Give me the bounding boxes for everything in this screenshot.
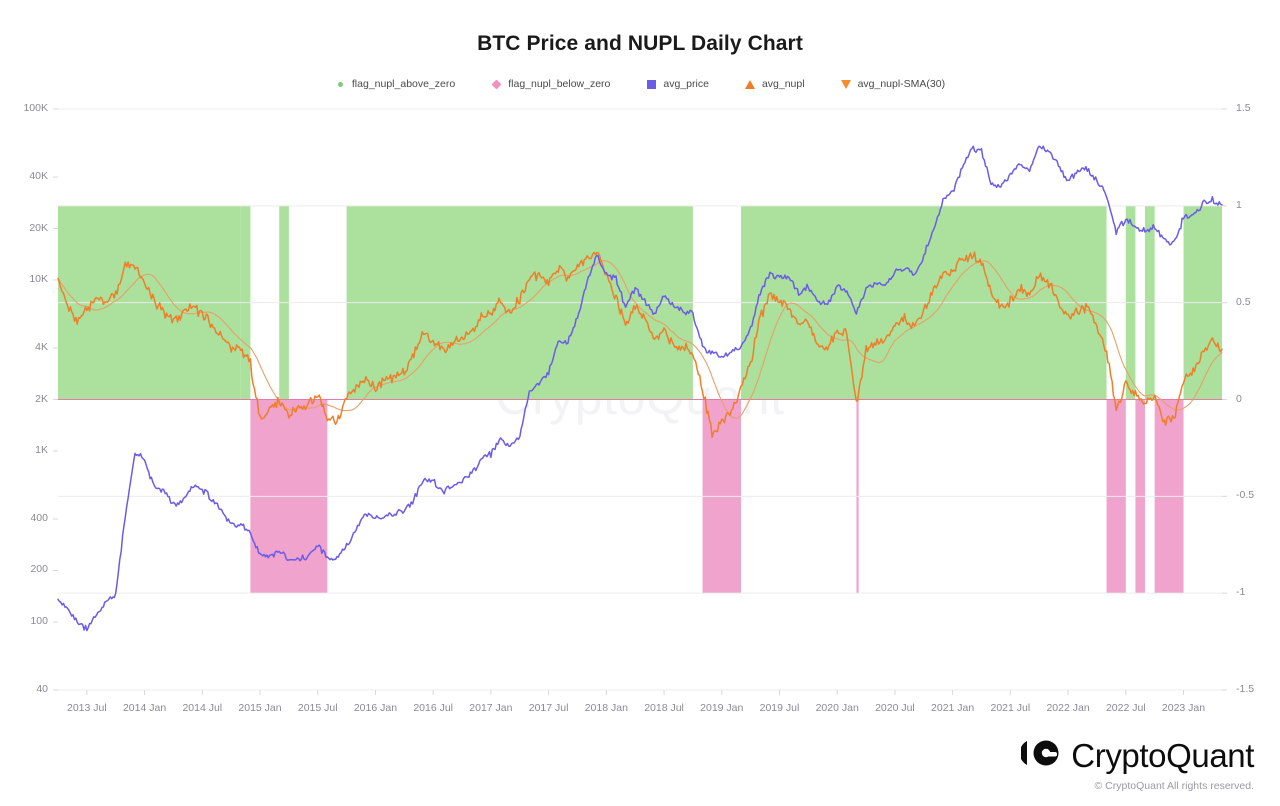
- legend-label: avg_nupl-SMA(30): [857, 78, 946, 90]
- page-title: BTC Price and NUPL Daily Chart: [477, 32, 803, 55]
- x-axis-tick: 2014 Jul: [182, 702, 223, 714]
- legend-item-flag_nupl_above_zero[interactable]: flag_nupl_above_zero: [335, 78, 455, 90]
- legend-item-avg_nupl[interactable]: avg_nupl: [744, 78, 805, 90]
- x-axis-tick: 2023 Jan: [1161, 702, 1206, 714]
- x-axis-tick: 2017 Jan: [469, 702, 513, 714]
- line-avg-nupl-sma: [57, 260, 1223, 419]
- legend-label: avg_nupl: [761, 78, 805, 90]
- y-axis-left-tick: 400: [30, 512, 48, 524]
- y-axis-left-tick: 200: [30, 563, 48, 576]
- legend-label: flag_nupl_below_zero: [508, 78, 611, 90]
- x-axis-tick: 2019 Jul: [759, 702, 800, 714]
- y-axis-right-tick: -1.5: [1236, 683, 1255, 695]
- x-axis-tick: 2020 Jan: [815, 702, 859, 714]
- square-icon: [646, 79, 657, 90]
- y-axis-left-tick: 4K: [35, 341, 48, 354]
- triangle-up-icon: [744, 79, 756, 90]
- cryptoquant-logo-icon: [1019, 736, 1061, 775]
- x-axis-tick: 2022 Jul: [1105, 702, 1146, 714]
- y-axis-right-tick: -1: [1236, 586, 1246, 599]
- x-axis-tick: 2020 Jul: [875, 702, 915, 714]
- x-axis-tick: 2018 Jan: [584, 702, 628, 714]
- chart-legend: flag_nupl_above_zero flag_nupl_below_zero…: [0, 78, 1280, 90]
- legend-label: flag_nupl_above_zero: [351, 78, 456, 90]
- copyright-text: © CryptoQuant All rights reserved.: [1094, 780, 1254, 792]
- x-axis-tick: 2016 Jul: [413, 702, 454, 714]
- x-axis-tick: 2014 Jan: [122, 702, 167, 714]
- y-axis-left-tick: 40K: [29, 170, 48, 183]
- y-axis-left-tick: 100K: [23, 102, 48, 114]
- line-avg-price: [57, 145, 1223, 632]
- brand-name: CryptoQuant: [1071, 736, 1254, 774]
- y-axis-left-tick: 20K: [29, 221, 48, 234]
- x-axis-tick: 2021 Jul: [990, 702, 1031, 714]
- y-axis-right-tick: 1: [1236, 198, 1242, 211]
- legend-item-avg_price[interactable]: avg_price: [646, 78, 709, 90]
- x-axis-tick: 2013 Jul: [67, 702, 107, 714]
- legend-label: avg_price: [663, 78, 709, 90]
- y-axis-left-tick: 100: [30, 614, 48, 627]
- x-axis-tick: 2015 Jan: [238, 702, 282, 714]
- x-axis-tick: 2016 Jan: [353, 702, 398, 714]
- dot-small-icon: [335, 79, 346, 90]
- triangle-down-icon: [840, 79, 852, 90]
- x-axis-tick: 2015 Jul: [297, 702, 338, 714]
- y-axis-right-tick: -0.5: [1236, 489, 1255, 502]
- line-avg-nupl: [57, 251, 1223, 439]
- y-axis-left-tick: 2K: [35, 392, 48, 405]
- y-axis-right-tick: 0: [1236, 392, 1242, 405]
- x-axis-tick: 2021 Jan: [931, 702, 975, 714]
- legend-item-avg_nupl-SMA(30)[interactable]: avg_nupl-SMA(30): [840, 78, 946, 90]
- x-axis-tick: 2017 Jul: [528, 702, 569, 714]
- x-axis-tick: 2022 Jan: [1046, 702, 1090, 714]
- y-axis-right-tick: 1.5: [1236, 102, 1251, 114]
- x-axis-tick: 2019 Jan: [700, 702, 744, 714]
- x-axis-tick: 2018 Jul: [644, 702, 684, 714]
- y-axis-right-tick: 0.5: [1236, 295, 1251, 308]
- legend-item-flag_nupl_below_zero[interactable]: flag_nupl_below_zero: [491, 78, 610, 90]
- footer: CryptoQuant © CryptoQuant All rights res…: [1019, 736, 1254, 792]
- y-axis-left-tick: 10K: [29, 272, 48, 285]
- y-axis-left-tick: 40: [36, 683, 48, 695]
- y-axis-left-tick: 1K: [35, 443, 48, 456]
